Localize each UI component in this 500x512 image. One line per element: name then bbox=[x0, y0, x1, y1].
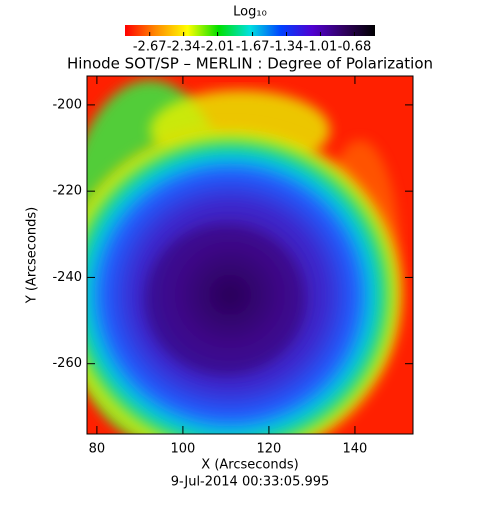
colorbar-tick-label: -2.34 bbox=[167, 40, 201, 55]
colorbar-tick-label: -2.01 bbox=[201, 40, 235, 55]
colorbar-label: Log₁₀ bbox=[233, 5, 267, 20]
subtitle: 9-Jul-2014 00:33:05.995 bbox=[171, 475, 330, 490]
colorbar-tick-label: -1.67 bbox=[236, 40, 270, 55]
chart-title: Hinode SOT/SP – MERLIN : Degree of Polar… bbox=[67, 55, 433, 73]
colorbar-tick-label: -1.34 bbox=[270, 40, 304, 55]
x-tick-label: 80 bbox=[89, 442, 106, 457]
y-axis-label: Y (Arcseconds) bbox=[25, 207, 40, 304]
colorbar-tick-label: -0.68 bbox=[338, 40, 372, 55]
y-tick-label: -260 bbox=[52, 356, 82, 371]
x-tick-label: 100 bbox=[170, 442, 195, 457]
y-tick-label: -220 bbox=[52, 184, 82, 199]
x-tick-label: 120 bbox=[257, 442, 282, 457]
x-tick-label: 140 bbox=[343, 442, 368, 457]
polarization-image bbox=[87, 76, 413, 434]
x-axis-label: X (Arcseconds) bbox=[201, 458, 298, 473]
colorbar-tick-label: -2.67 bbox=[133, 40, 167, 55]
colorbar bbox=[125, 25, 375, 36]
y-tick-label: -240 bbox=[52, 270, 82, 285]
y-tick-label: -200 bbox=[52, 97, 82, 112]
colorbar-tick-label: -1.01 bbox=[304, 40, 338, 55]
plot-frame bbox=[86, 75, 414, 435]
